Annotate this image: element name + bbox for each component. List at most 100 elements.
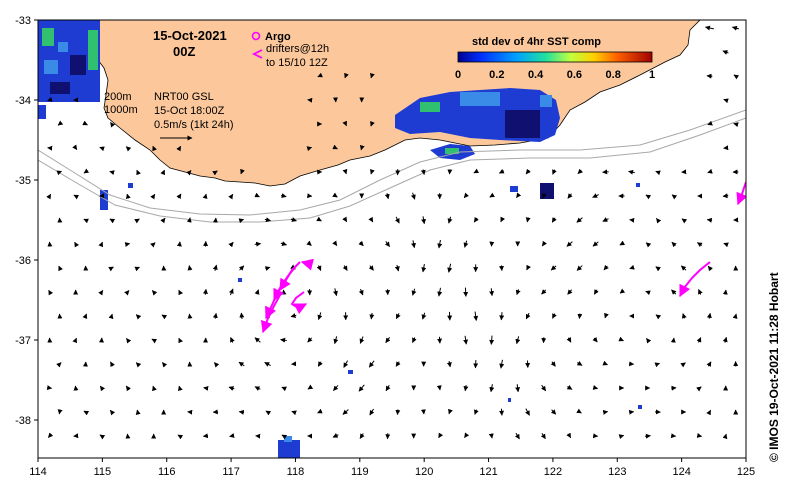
current-vector <box>645 194 652 200</box>
x-tick-label: 117 <box>222 466 240 478</box>
current-vector <box>514 432 520 440</box>
colorbar-tick-label: 0.8 <box>606 69 621 81</box>
current-vector <box>448 408 453 415</box>
current-vector <box>332 240 338 247</box>
colorbar-tick-label: 0.6 <box>567 69 582 81</box>
current-vector <box>500 216 506 223</box>
current-vector <box>72 337 77 344</box>
current-vector <box>447 216 453 224</box>
x-tick-label: 120 <box>415 466 433 478</box>
current-vector <box>125 146 132 152</box>
current-vector <box>342 409 349 415</box>
current-vector <box>306 146 313 152</box>
colorbar-ticks: 0 0.2 0.4 0.6 0.8 1 <box>455 69 655 81</box>
current-vector <box>83 410 90 416</box>
drifter-arrow-icon <box>251 49 263 59</box>
x-tick-label: 124 <box>672 466 690 478</box>
current-vector <box>680 265 687 271</box>
current-vector <box>421 264 427 273</box>
current-scale-label: 0.5m/s (1kt 24h) <box>154 119 233 131</box>
current-vector <box>178 337 183 344</box>
current-vector <box>228 241 234 248</box>
argo-label: Argo <box>265 31 291 43</box>
current-vector <box>333 385 339 391</box>
current-vector <box>655 170 661 176</box>
current-vector <box>644 433 651 439</box>
current-vector <box>264 217 271 223</box>
current-vector <box>134 218 140 224</box>
current-vector <box>203 385 209 391</box>
current-vector <box>437 239 443 249</box>
x-tick-label: 118 <box>287 466 305 478</box>
current-vector <box>681 218 688 224</box>
isobath-200m <box>38 109 746 216</box>
current-vector <box>395 361 401 367</box>
current-vector <box>83 218 89 224</box>
current-vector <box>629 217 635 223</box>
current-vector <box>332 192 338 198</box>
current-vector <box>238 218 245 224</box>
current-vector <box>567 289 573 295</box>
x-tick-label: 125 <box>737 466 755 478</box>
current-vector <box>489 192 495 198</box>
current-vector <box>421 216 426 225</box>
current-vector <box>411 288 417 296</box>
current-vector <box>463 240 469 248</box>
current-vector <box>359 336 365 344</box>
x-axis: 114 115 116 117 118 119 120 121 122 123 124 125 <box>29 458 755 478</box>
current-vector <box>370 121 375 127</box>
current-vector <box>696 242 703 248</box>
x-tick-label: 116 <box>158 466 176 478</box>
current-vector <box>333 288 338 297</box>
current-vector <box>592 241 599 247</box>
current-vector <box>342 265 348 271</box>
current-vector <box>645 290 651 296</box>
current-vector <box>473 168 480 174</box>
map-time: 00Z <box>173 44 195 59</box>
current-vector <box>696 386 702 392</box>
current-vector <box>186 217 192 223</box>
current-vector <box>498 168 505 174</box>
current-vector <box>160 217 166 224</box>
current-vector <box>489 384 495 393</box>
current-vector <box>317 361 323 367</box>
current-vector <box>332 144 338 150</box>
current-vector <box>177 385 183 392</box>
sst-patch-northwest <box>38 20 100 119</box>
current-vector <box>541 289 547 295</box>
current-vector <box>342 120 347 127</box>
current-vector <box>525 312 531 320</box>
current-vector <box>162 362 168 368</box>
current-vector <box>342 216 348 223</box>
current-vector <box>264 266 271 272</box>
current-vector <box>134 266 140 272</box>
current-vector <box>280 241 288 246</box>
current-vector <box>654 362 661 368</box>
current-vector <box>723 98 729 104</box>
current-vector <box>696 433 703 438</box>
current-vector <box>385 337 391 344</box>
current-vector <box>177 434 184 440</box>
sst-specks <box>100 183 642 458</box>
current-vector <box>655 266 661 272</box>
current-vector <box>108 313 114 320</box>
current-vector <box>238 361 245 367</box>
current-vector <box>343 360 349 368</box>
current-vector <box>47 432 54 438</box>
current-vector <box>446 360 452 368</box>
colorbar-tick-label: 0 <box>455 69 461 81</box>
colorbar-tick-label: 1 <box>649 69 655 81</box>
current-vector <box>281 193 287 198</box>
current-vector <box>56 170 63 176</box>
current-vector <box>82 120 88 126</box>
current-vector <box>254 241 262 247</box>
current-vector <box>124 290 130 296</box>
current-vector <box>56 362 62 368</box>
colorbar-title: std dev of 4hr SST comp <box>472 36 601 48</box>
current-time-label: 15-Oct 18:00Z <box>154 105 225 117</box>
current-vector <box>48 289 54 296</box>
current-vector <box>395 409 401 416</box>
current-vector <box>463 335 469 345</box>
current-vector <box>576 408 582 414</box>
current-vector <box>602 217 609 222</box>
